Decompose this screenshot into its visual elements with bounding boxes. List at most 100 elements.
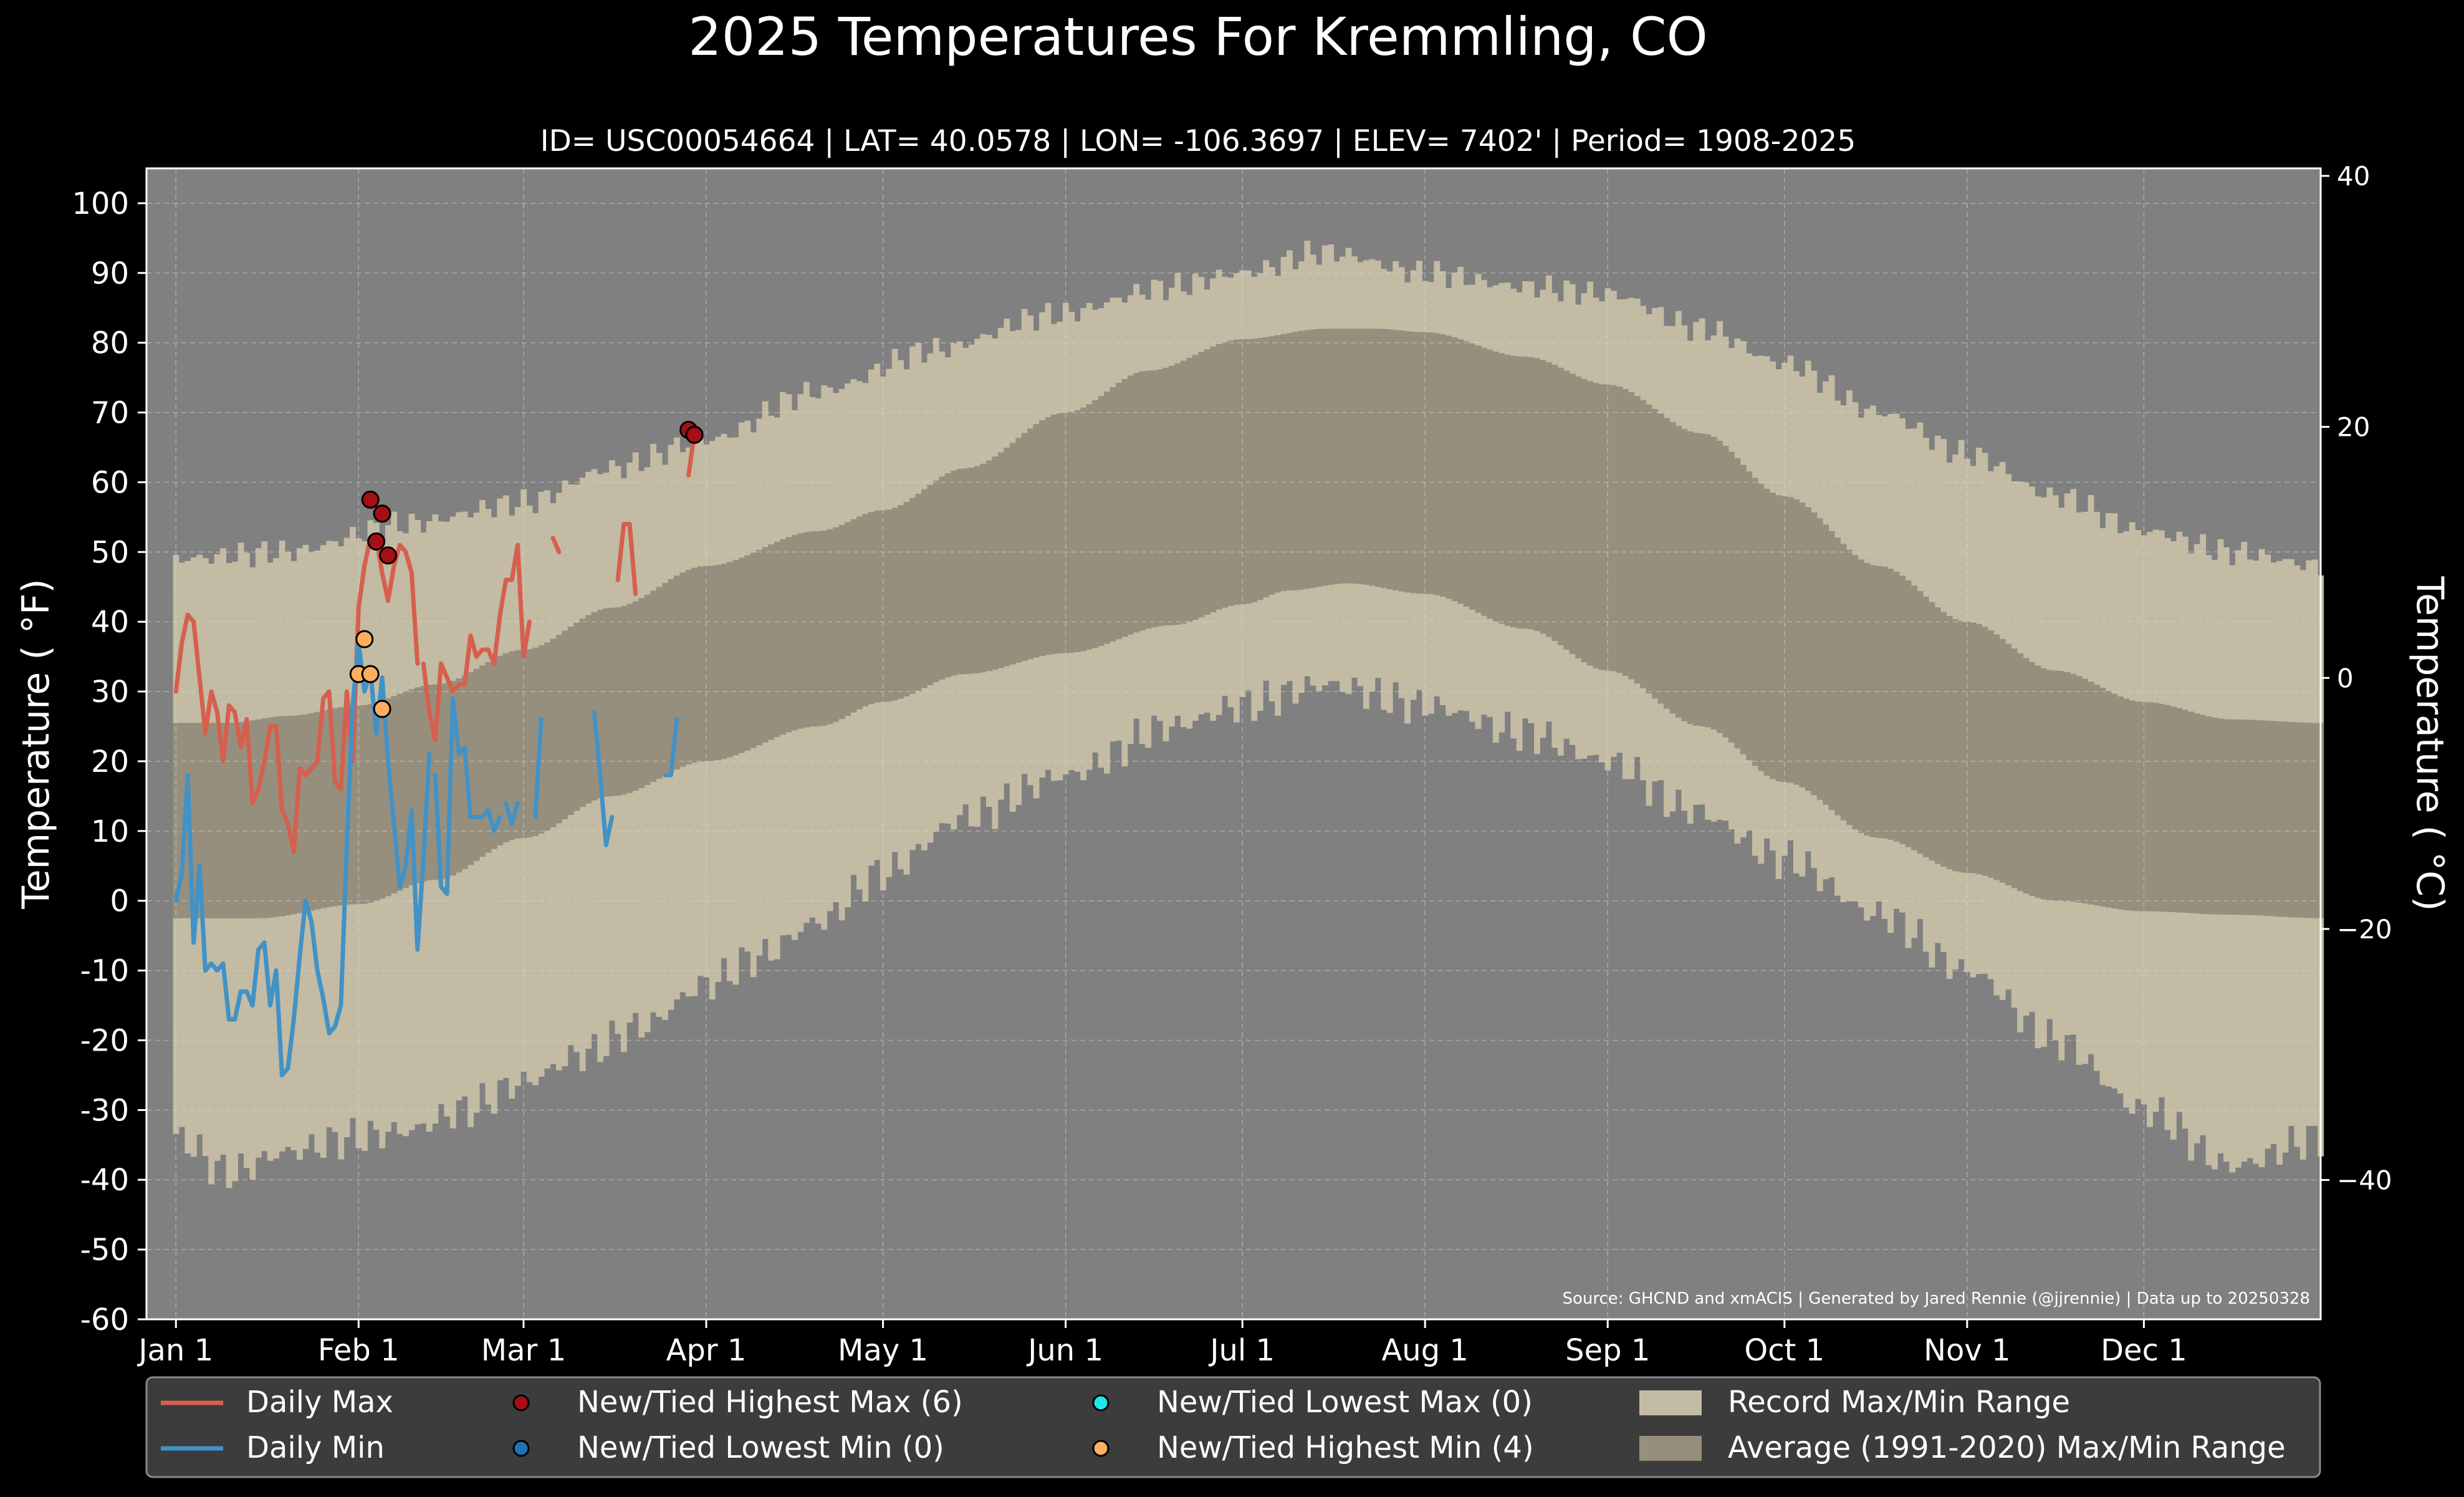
average-bar [644, 594, 651, 786]
x-tick-label: Mar 1 [481, 1333, 566, 1368]
average-bar [1929, 602, 1935, 861]
average-bar [1239, 339, 1246, 605]
legend-box [145, 1376, 2321, 1478]
average-bar [2035, 665, 2041, 898]
average-bar [1275, 335, 1282, 593]
average-bar [1162, 367, 1169, 626]
average-bar [1481, 347, 1487, 616]
average-bar [2076, 676, 2083, 903]
average-bar [1893, 572, 1900, 842]
daily-min-line [663, 717, 679, 777]
y-axis-left: -60 -50 -40 -30 -20 -10 0 10 20 30 40 50 60 70 80 90 100 [72, 186, 146, 1337]
average-bar [1999, 638, 2006, 883]
average-bar [1811, 512, 1818, 796]
average-bar [485, 662, 492, 853]
average-bar [514, 650, 521, 839]
average-bar [1475, 345, 1482, 613]
average-bar [1492, 351, 1499, 622]
average-bar [1587, 381, 1593, 666]
average-bar [1357, 329, 1364, 584]
average-bar [803, 532, 810, 728]
average-bar [1386, 329, 1393, 590]
average-bar [874, 510, 881, 703]
average-bar [1298, 330, 1305, 590]
y-left-tick-label: -20 [80, 1023, 129, 1058]
average-bar [1427, 332, 1434, 595]
average-bar [2029, 662, 2035, 896]
average-bar [685, 569, 692, 765]
average-bar [2052, 670, 2059, 901]
average-bar [1746, 471, 1753, 761]
average-bar [1581, 378, 1588, 663]
average-bar [1940, 612, 1947, 867]
average-bar [2088, 681, 2094, 905]
average-bar [214, 723, 221, 918]
y-left-tick-label: 30 [91, 675, 129, 710]
average-bar [956, 469, 963, 675]
average-bar [862, 514, 869, 707]
average-bar [1328, 329, 1335, 585]
legend-item-record-range: Record Max/Min Range [1639, 1385, 2070, 1420]
average-bar [2099, 688, 2106, 907]
legend-label-daily-max: Daily Max [246, 1385, 393, 1420]
average-bar [1687, 431, 1694, 724]
average-bar [509, 651, 515, 840]
average-bar [1604, 384, 1611, 671]
average-bar [668, 579, 674, 773]
average-bar [1015, 438, 1022, 663]
average-bar [909, 498, 916, 694]
average-bar [850, 519, 857, 713]
y-left-tick-label: 40 [91, 605, 129, 640]
average-bar [785, 537, 792, 733]
average-bar [827, 529, 833, 724]
legend-item-new-highest-min: New/Tied Highest Min (4) [1092, 1430, 1534, 1465]
x-tick-label: May 1 [838, 1333, 928, 1368]
average-bar [2288, 721, 2294, 918]
average-bar [2011, 648, 2018, 888]
average-bar [1251, 339, 1258, 602]
average-bar [2235, 719, 2241, 915]
average-bar [721, 563, 727, 759]
average-bar [1139, 371, 1146, 631]
average-bar [732, 560, 739, 756]
average-bar [1987, 630, 1994, 878]
y-left-tick-label: 80 [91, 326, 129, 361]
average-bar [1316, 329, 1323, 587]
average-bar [1198, 352, 1205, 618]
average-bar [1622, 389, 1629, 676]
average-bar [1722, 446, 1729, 738]
average-bar [1669, 421, 1676, 714]
daily-min-line [433, 696, 502, 896]
average-bar [2212, 717, 2218, 915]
y-right-tick-label: 0 [2337, 663, 2354, 693]
average-bar [226, 723, 232, 918]
average-bar [1234, 339, 1240, 605]
average-bar [1057, 413, 1063, 653]
average-bar [615, 607, 621, 796]
average-bar [797, 533, 804, 729]
average-bar [2258, 720, 2265, 916]
y-left-tick-label: -60 [80, 1302, 129, 1337]
average-bar [1917, 590, 1924, 854]
average-bar [1098, 396, 1105, 646]
average-bar [1257, 338, 1263, 600]
average-bar [232, 723, 238, 918]
average-bar [662, 583, 668, 776]
average-bar [308, 713, 315, 911]
average-bar [697, 566, 704, 762]
average-bar [2147, 702, 2153, 912]
average-bar [220, 723, 227, 918]
daily-min-line [173, 640, 432, 1077]
x-tick-label: Jul 1 [1208, 1333, 1275, 1368]
average-bar [715, 564, 722, 761]
average-bar [479, 665, 486, 857]
average-bar [2200, 715, 2207, 914]
new-highest-max-point [373, 504, 391, 523]
average-bar [886, 509, 893, 702]
average-bar [2170, 706, 2177, 912]
x-tick-label: Jun 1 [1026, 1333, 1103, 1368]
average-bar [1881, 566, 1888, 839]
average-bar [1599, 384, 1605, 670]
average-bar [1469, 343, 1475, 610]
y-left-tick-label: -10 [80, 954, 129, 989]
